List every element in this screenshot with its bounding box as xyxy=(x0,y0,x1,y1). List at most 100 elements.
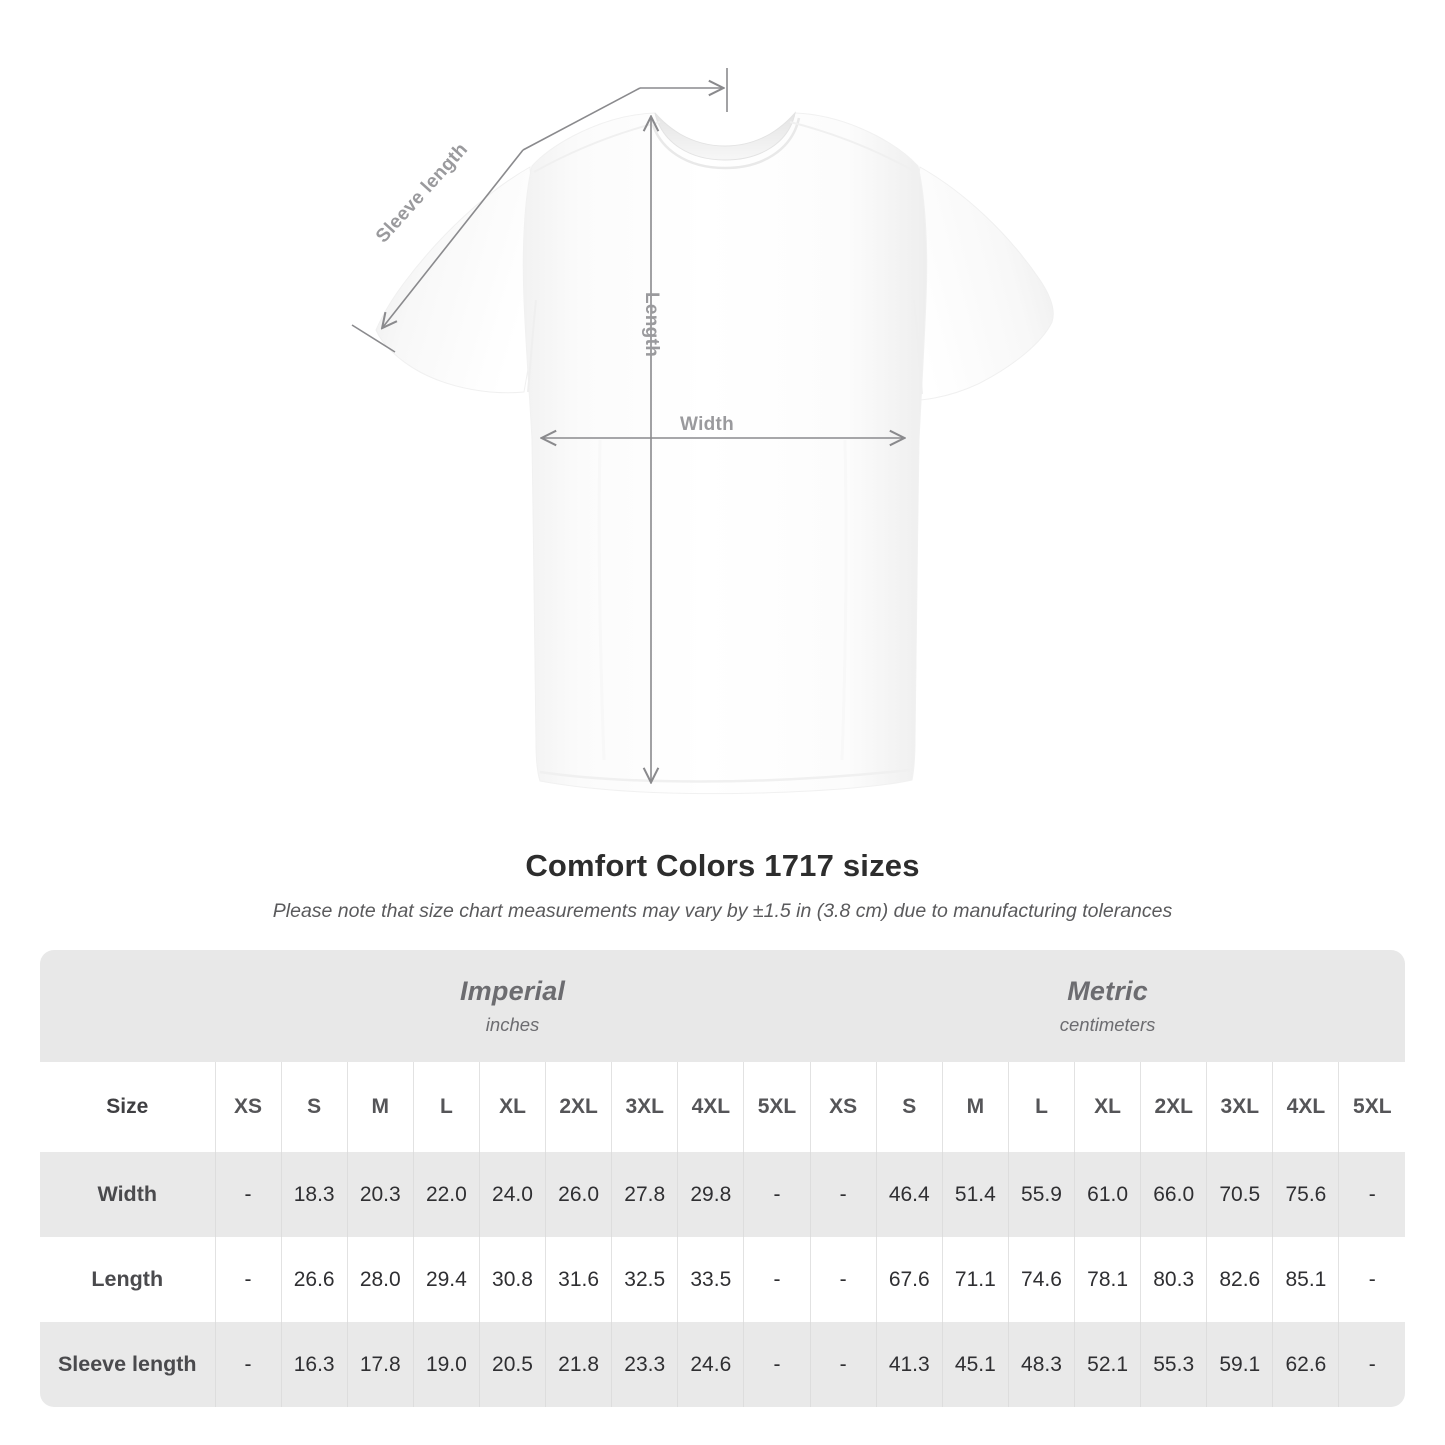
measurement-cell: 41.3 xyxy=(875,1322,943,1407)
size-header-cell: 2XL xyxy=(1140,1062,1207,1152)
measurement-cell: 52.1 xyxy=(1074,1322,1141,1407)
measurement-cell: 24.0 xyxy=(478,1152,546,1237)
measurement-cell: 48.3 xyxy=(1007,1322,1075,1407)
sleeve-hem-tick xyxy=(351,324,396,353)
measurement-cell: 29.4 xyxy=(412,1237,480,1322)
size-header-cell: 5XL xyxy=(743,1062,811,1152)
measurement-cell: 78.1 xyxy=(1074,1237,1141,1322)
measurement-cell: 70.5 xyxy=(1206,1152,1273,1237)
measurement-cell: 24.6 xyxy=(677,1322,744,1407)
size-column-header: Size xyxy=(40,1062,215,1152)
measurement-cell: 23.3 xyxy=(611,1322,678,1407)
measurement-cell: 55.9 xyxy=(1007,1152,1075,1237)
measurement-cell: 51.4 xyxy=(941,1152,1009,1237)
measurement-cell: 28.0 xyxy=(346,1237,414,1322)
size-header-cell: 4XL xyxy=(677,1062,744,1152)
measurement-cell: 85.1 xyxy=(1272,1237,1339,1322)
measurement-cell: 67.6 xyxy=(875,1237,943,1322)
unit-group-name: Imperial xyxy=(459,976,566,1006)
size-header-cell: 5XL xyxy=(1338,1062,1406,1152)
measurement-cell: 45.1 xyxy=(941,1322,1009,1407)
size-header-cell: 4XL xyxy=(1272,1062,1339,1152)
measurement-cell: 26.6 xyxy=(280,1237,348,1322)
tolerance-note: Please note that size chart measurements… xyxy=(272,900,1173,922)
table-row: Sleeve length -16.3 17.8 19.0 20.5 21.8 23.3 24… xyxy=(40,1322,1406,1407)
page-title: Comfort Colors 1717 sizes xyxy=(525,848,920,883)
measurement-cell: 17.8 xyxy=(346,1322,414,1407)
size-header-row: Size XS S M L XL 2XL 3XL 4XL 5XL XS S M L XL 2XL 3XL 4XL 5… xyxy=(40,1062,1406,1152)
size-header-cell: 3XL xyxy=(611,1062,678,1152)
measurement-cell: 75.6 xyxy=(1272,1152,1339,1237)
table-row: Length -26.6 28.0 29.4 30.8 31.6 32.5 33.5- -67.… xyxy=(40,1237,1406,1322)
measurement-cell: 29.8 xyxy=(677,1152,744,1237)
measurement-cell: 19.0 xyxy=(412,1322,480,1407)
size-header-cell: XL xyxy=(1074,1062,1141,1152)
size-header-cell: M xyxy=(346,1062,414,1152)
measurement-cell: - xyxy=(1338,1322,1406,1407)
unit-group-name: Metric xyxy=(1067,976,1148,1006)
measurement-cell: 16.3 xyxy=(280,1322,348,1407)
measurement-cell: 66.0 xyxy=(1140,1152,1207,1237)
size-header-cell: XL xyxy=(478,1062,546,1152)
measurement-cell: - xyxy=(214,1152,282,1237)
caption-block: Comfort Colors 1717 sizes Please note th… xyxy=(0,848,1445,923)
measurement-cell: - xyxy=(809,1322,877,1407)
measurement-cell: - xyxy=(809,1152,877,1237)
measurement-cell: - xyxy=(743,1152,811,1237)
measurement-cell: 31.6 xyxy=(545,1237,612,1322)
size-header-cell: 2XL xyxy=(545,1062,612,1152)
unit-group-row: Imperial inches Metric centimeters xyxy=(40,950,1406,1062)
measurement-cell: 46.4 xyxy=(875,1152,943,1237)
measurement-cell: - xyxy=(1338,1237,1406,1322)
measurement-cell: 59.1 xyxy=(1206,1322,1273,1407)
measurement-cell: - xyxy=(214,1322,282,1407)
size-header-cell: XS xyxy=(214,1062,282,1152)
unit-group-subtitle: inches xyxy=(485,1014,540,1035)
size-header-cell: XS xyxy=(809,1062,877,1152)
table-row: Width -18.3 20.3 22.0 24.0 26.0 27.8 29.8- -46.4… xyxy=(40,1152,1406,1237)
measurement-cell: 71.1 xyxy=(941,1237,1009,1322)
measurement-cell: 74.6 xyxy=(1007,1237,1075,1322)
measurement-cell: - xyxy=(1338,1152,1406,1237)
measurement-cell: - xyxy=(743,1237,811,1322)
measurement-cell: 55.3 xyxy=(1140,1322,1207,1407)
unit-group-imperial: Imperial inches xyxy=(215,950,811,1062)
measurement-cell: 32.5 xyxy=(611,1237,678,1322)
tshirt-diagram: Sleeve length Length Width xyxy=(351,68,1054,795)
measurement-cell: 82.6 xyxy=(1206,1237,1273,1322)
sleeve-length-line xyxy=(383,149,524,327)
measurement-cell: 20.5 xyxy=(478,1322,546,1407)
measurement-cell: 61.0 xyxy=(1074,1152,1141,1237)
unit-group-metric: Metric centimeters xyxy=(810,950,1406,1062)
measurement-row-label: Sleeve length xyxy=(40,1322,215,1407)
length-dimension-label: Length xyxy=(641,292,662,358)
size-header-cell: L xyxy=(412,1062,480,1152)
measurement-cell: 21.8 xyxy=(545,1322,612,1407)
size-header-cell: 3XL xyxy=(1206,1062,1273,1152)
measurement-cell: - xyxy=(809,1237,877,1322)
measurement-cell: 30.8 xyxy=(478,1237,546,1322)
tshirt-artwork xyxy=(375,111,1054,795)
measurement-cell: - xyxy=(214,1237,282,1322)
width-dimension-label: Width xyxy=(680,414,735,435)
unit-row-corner xyxy=(40,950,215,1062)
measurement-cell: 26.0 xyxy=(545,1152,612,1237)
measurement-cell: 27.8 xyxy=(611,1152,678,1237)
measurement-cell: - xyxy=(743,1322,811,1407)
size-table-container: Imperial inches Metric centimeters Size XS S M L… xyxy=(40,950,1406,1407)
measurement-cell: 62.6 xyxy=(1272,1322,1339,1407)
measurement-cell: 20.3 xyxy=(346,1152,414,1237)
size-header-cell: L xyxy=(1007,1062,1075,1152)
measurement-cell: 18.3 xyxy=(280,1152,348,1237)
unit-group-subtitle: centimeters xyxy=(1059,1014,1156,1035)
measurement-lines xyxy=(351,68,903,781)
measurement-row-label: Length xyxy=(40,1237,215,1322)
size-header-cell: S xyxy=(280,1062,348,1152)
measurement-row-label: Width xyxy=(40,1152,215,1237)
measurement-cell: 33.5 xyxy=(677,1237,744,1322)
size-header-cell: S xyxy=(875,1062,943,1152)
measurement-cell: 22.0 xyxy=(412,1152,480,1237)
size-header-cell: M xyxy=(941,1062,1009,1152)
size-table: Imperial inches Metric centimeters Size XS S M L… xyxy=(40,950,1406,1407)
